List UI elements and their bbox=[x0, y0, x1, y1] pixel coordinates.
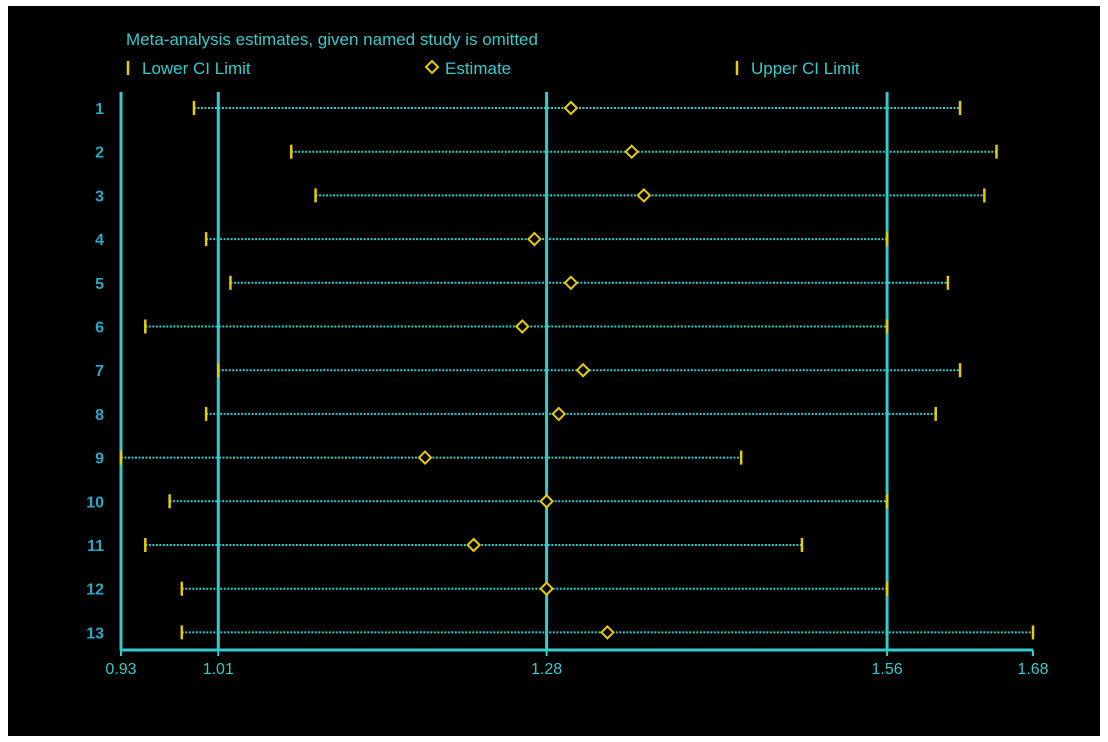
study-label-6: 6 bbox=[95, 320, 104, 337]
study-label-7: 7 bbox=[95, 363, 104, 380]
estimate-marker-1 bbox=[563, 100, 579, 116]
x-tick-label-4: 1.68 bbox=[1017, 661, 1048, 678]
study-row-6: 6 bbox=[95, 319, 889, 337]
study-label-13: 13 bbox=[86, 625, 104, 642]
estimate-marker-3 bbox=[636, 187, 652, 203]
forest-plot: Meta-analysis estimates, given named stu… bbox=[86, 30, 1049, 678]
study-label-10: 10 bbox=[86, 494, 104, 511]
study-label-5: 5 bbox=[95, 276, 104, 293]
study-row-5: 5 bbox=[95, 275, 950, 293]
study-row-13: 13 bbox=[86, 624, 1035, 642]
chart-title: Meta-analysis estimates, given named stu… bbox=[126, 30, 538, 49]
study-row-3: 3 bbox=[95, 187, 986, 205]
study-row-1: 1 bbox=[95, 100, 962, 118]
legend-upper-ci-label: Upper CI Limit bbox=[751, 59, 860, 78]
study-label-11: 11 bbox=[87, 538, 104, 555]
estimate-marker-13 bbox=[599, 624, 615, 640]
study-label-1: 1 bbox=[95, 101, 104, 118]
study-row-7: 7 bbox=[95, 362, 962, 380]
estimate-marker-8 bbox=[551, 406, 567, 422]
study-row-8: 8 bbox=[95, 406, 937, 424]
legend: Lower CI Limit Estimate Upper CI Limit bbox=[126, 59, 860, 78]
study-label-2: 2 bbox=[95, 145, 104, 162]
estimate-marker-4 bbox=[527, 231, 542, 247]
study-label-4: 4 bbox=[95, 232, 104, 249]
estimate-marker-7 bbox=[575, 362, 591, 378]
study-label-12: 12 bbox=[86, 582, 104, 599]
estimate-marker-11 bbox=[466, 537, 482, 553]
x-tick-label-1: 1.01 bbox=[203, 661, 234, 678]
legend-lower-ci-label: Lower CI Limit bbox=[142, 59, 251, 78]
x-tick-label-3: 1.56 bbox=[872, 661, 903, 678]
x-axis: 0.93 1.01 1.28 1.56 1.68 bbox=[105, 92, 1049, 678]
legend-estimate-label: Estimate bbox=[445, 59, 511, 78]
x-tick-label-2: 1.28 bbox=[531, 661, 562, 678]
study-row-10: 10 bbox=[86, 493, 889, 511]
study-row-11: 11 bbox=[87, 537, 804, 555]
study-row-4: 4 bbox=[95, 231, 889, 249]
x-tick-label-0: 0.93 bbox=[105, 661, 136, 678]
estimate-marker-10 bbox=[539, 493, 555, 509]
study-row-2: 2 bbox=[95, 144, 998, 162]
study-label-8: 8 bbox=[95, 407, 104, 424]
study-row-12: 12 bbox=[86, 581, 889, 599]
estimate-marker-2 bbox=[624, 144, 640, 160]
legend-estimate-marker bbox=[424, 59, 440, 75]
study-label-9: 9 bbox=[95, 451, 104, 468]
study-row-9: 9 bbox=[95, 450, 743, 468]
estimate-marker-9 bbox=[417, 450, 433, 466]
study-label-3: 3 bbox=[95, 188, 104, 205]
estimate-marker-6 bbox=[514, 319, 530, 334]
plot-frame: Meta-analysis estimates, given named stu… bbox=[8, 6, 1100, 736]
estimate-marker-12 bbox=[539, 581, 555, 597]
estimate-marker-5 bbox=[563, 275, 579, 291]
